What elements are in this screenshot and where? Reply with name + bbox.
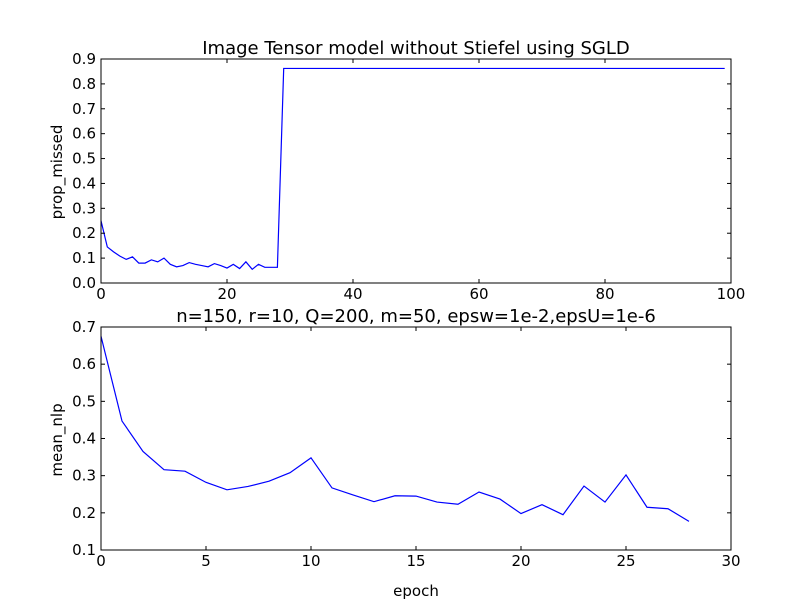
- bottom-plot-area: 0 5 10 15 20 25 30 0.1 0.2 0.3 0.4 0.5 0.6 0.7: [72, 318, 740, 570]
- bottom-x-axis-label: epoch: [393, 582, 439, 600]
- top-axes-frame: [100, 58, 732, 284]
- bottom-x-tick-label: 5: [201, 552, 211, 570]
- top-y-axis-label: prop_missed: [48, 125, 67, 220]
- top-y-tick-label: 0.2: [72, 224, 96, 242]
- bottom-x-tick-label: 0: [96, 552, 106, 570]
- bottom-y-tick-label: 0.6: [72, 355, 96, 373]
- bottom-y-tick-label: 0.4: [72, 430, 96, 448]
- top-x-tick-label: 0: [96, 285, 106, 303]
- bottom-x-tick-label: 15: [406, 552, 425, 570]
- top-y-tick-label: 0.7: [72, 100, 96, 118]
- bottom-x-tick-label: 20: [511, 552, 530, 570]
- bottom-y-axis-label: mean_nlp: [48, 403, 67, 476]
- top-y-tick-label: 0.8: [72, 75, 96, 93]
- bottom-y-tick-label: 0.7: [72, 318, 96, 336]
- top-x-tick-label: 40: [343, 285, 362, 303]
- top-x-tick-label: 60: [469, 285, 488, 303]
- bottom-x-tick-label: 25: [616, 552, 635, 570]
- bottom-x-tick-label: 30: [721, 552, 740, 570]
- bottom-chart-title: n=150, r=10, Q=200, m=50, epsw=1e-2,epsU…: [176, 306, 656, 327]
- bottom-y-tick-label: 0.1: [72, 541, 96, 559]
- top-plot-area: 0 20 40 60 80 100 0.0 0.1 0.2 0.3 0.4 0.5 0.6 0.7 0.8 0…: [72, 50, 745, 303]
- bottom-x-tick-label: 10: [301, 552, 320, 570]
- top-x-tick-label: 100: [717, 285, 746, 303]
- top-y-tick-label: 0.6: [72, 125, 96, 143]
- top-x-tick-label: 20: [217, 285, 236, 303]
- top-subplot: Image Tensor model without Stiefel using…: [48, 38, 745, 303]
- top-x-tick-label: 80: [595, 285, 614, 303]
- top-y-tick-label: 0.5: [72, 150, 96, 168]
- top-chart-title: Image Tensor model without Stiefel using…: [202, 38, 629, 59]
- top-y-tick-label: 0.4: [72, 174, 96, 192]
- top-y-tick-label: 0.3: [72, 199, 96, 217]
- top-y-tick-label: 0.0: [72, 274, 96, 292]
- bottom-series-line-0: [100, 336, 690, 522]
- bottom-subplot: n=150, r=10, Q=200, m=50, epsw=1e-2,epsU…: [48, 306, 741, 600]
- top-series-line-0: [100, 67, 725, 271]
- bottom-y-tick-label: 0.5: [72, 392, 96, 410]
- top-y-tick-label: 0.1: [72, 249, 96, 267]
- bottom-y-tick-label: 0.3: [72, 467, 96, 485]
- bottom-y-tick-label: 0.2: [72, 504, 96, 522]
- top-y-tick-label: 0.9: [72, 50, 96, 68]
